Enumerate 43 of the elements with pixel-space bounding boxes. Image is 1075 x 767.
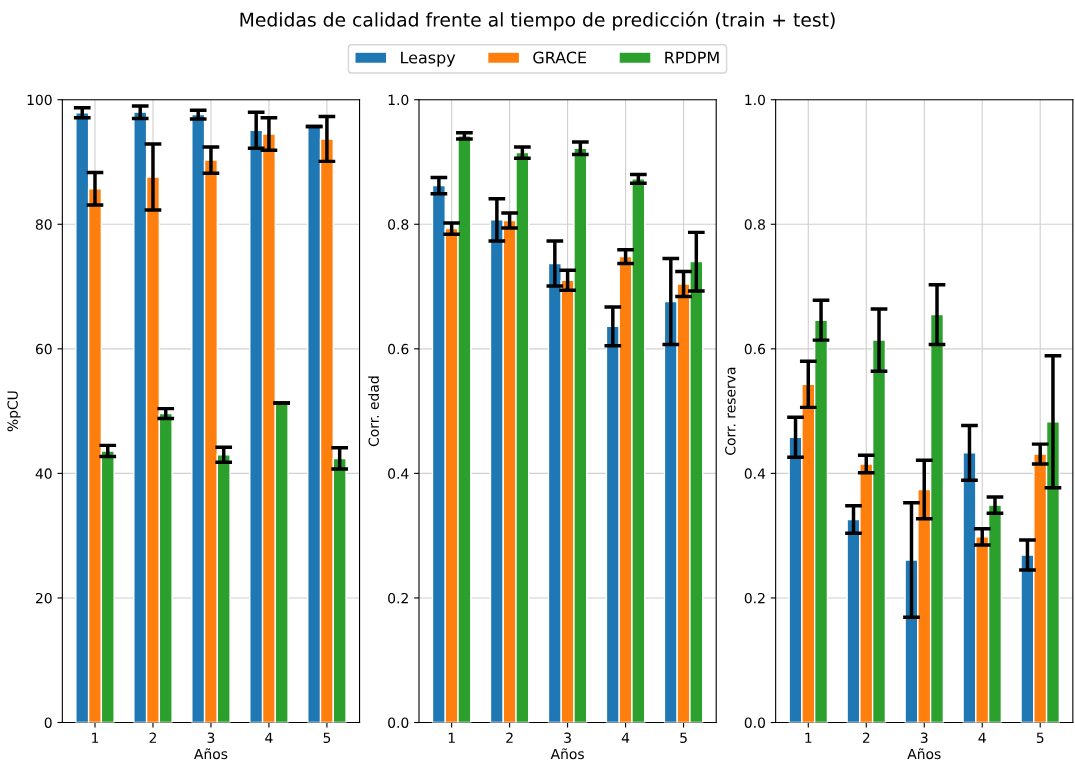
x-tick-label: 1 [448,732,455,743]
x-tick-label: 1 [92,732,99,743]
y-tick-label: 0.4 [388,468,409,479]
y-tick-label: 0.0 [744,717,765,728]
y-tick-label: 0.8 [388,219,409,230]
x-axis-title: Años [907,748,941,760]
x-tick-label: 4 [621,732,630,743]
y-tick-label: 0.8 [744,219,765,230]
x-tick-label: 2 [862,732,870,743]
y-axis-title: Corr. reserva [725,367,736,455]
y-tick-label: 0.2 [388,592,408,604]
x-axis-title: Años [194,748,228,760]
legend-label: RPDPM [665,51,719,64]
y-tick-label: 0.2 [744,592,765,604]
x-tick-label: 3 [920,732,928,743]
y-tick-label: 60 [35,343,52,355]
y-tick-label: 80 [35,219,52,230]
y-tick-label: 1.0 [745,94,765,106]
y-tick-label: 0.6 [388,343,409,355]
text: Medidas de calidad frente al tiempo de predicción (train + test) [240,11,835,31]
x-tick-label: 4 [265,732,273,743]
x-tick-label: 3 [207,732,215,743]
x-axis-title: Años [550,748,584,760]
y-tick-label: 20 [35,592,52,604]
y-tick-label: 0.0 [388,717,409,728]
legend-label: Leaspy [401,51,456,67]
legend-label: GRACE [533,51,587,64]
y-tick-label: 1.0 [388,94,409,106]
x-tick-label: 2 [506,732,513,743]
y-tick-label: 0 [44,717,52,728]
x-tick-label: 5 [1036,732,1044,743]
x-tick-label: 5 [323,732,331,743]
x-tick-label: 1 [805,732,812,743]
x-tick-label: 2 [149,732,156,743]
y-axis-title: Corr. edad [368,376,379,447]
x-tick-label: 5 [680,732,687,743]
y-tick-label: 0.4 [744,468,766,479]
x-tick-label: 4 [978,732,986,743]
y-tick-label: 100 [27,94,52,106]
x-tick-label: 3 [564,732,571,743]
y-tick-label: 0.6 [744,343,766,355]
y-axis-title: %pCU [7,391,21,432]
y-tick-label: 40 [35,468,52,479]
